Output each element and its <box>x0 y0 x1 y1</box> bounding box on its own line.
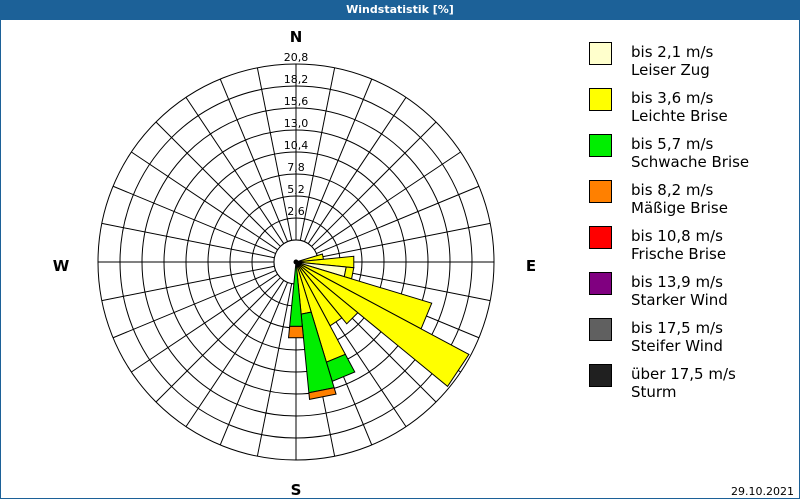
legend-item: bis 13,9 m/s Starker Wind <box>589 272 789 318</box>
legend-swatch <box>589 364 612 387</box>
wind-bar-segment <box>308 387 337 400</box>
legend-label: Leiser Zug <box>631 61 710 79</box>
legend-swatch <box>589 318 612 341</box>
legend: bis 2,1 m/s Leiser Zug bis 3,6 m/s Leichte… <box>589 42 789 410</box>
compass-w: W <box>53 257 70 275</box>
legend-swatch <box>589 180 612 203</box>
legend-range: bis 3,6 m/s <box>631 89 714 107</box>
legend-item: bis 8,2 m/s Mäßige Brise <box>589 180 789 226</box>
legend-swatch <box>589 272 612 295</box>
radial-tick-label: 18,2 <box>284 73 309 86</box>
legend-item: bis 2,1 m/s Leiser Zug <box>589 42 789 88</box>
radial-tick-label: 5,2 <box>287 183 305 196</box>
legend-swatch <box>589 42 612 65</box>
radial-tick-label: 13,0 <box>284 117 309 130</box>
legend-range: bis 17,5 m/s <box>631 319 723 337</box>
compass-e: E <box>526 257 536 275</box>
legend-item: bis 3,6 m/s Leichte Brise <box>589 88 789 134</box>
wind-bars <box>287 253 470 400</box>
legend-label: Steifer Wind <box>631 337 723 355</box>
legend-range: bis 13,9 m/s <box>631 273 723 291</box>
legend-item: bis 5,7 m/s Schwache Brise <box>589 134 789 180</box>
legend-label: Schwache Brise <box>631 153 750 171</box>
legend-label: Mäßige Brise <box>631 199 728 217</box>
legend-label: Sturm <box>631 383 677 401</box>
compass-n: N <box>290 28 303 46</box>
legend-item: bis 10,8 m/s Frische Brise <box>589 226 789 272</box>
legend-range: bis 5,7 m/s <box>631 135 714 153</box>
compass-s: S <box>291 481 302 499</box>
legend-swatch <box>589 134 612 157</box>
legend-swatch <box>589 88 612 111</box>
radial-tick-label: 15,6 <box>284 95 309 108</box>
wind-bar-segment <box>287 325 305 339</box>
wind-bar-segment <box>295 261 470 388</box>
legend-label: Frische Brise <box>631 245 727 263</box>
date-label: 29.10.2021 <box>731 485 794 498</box>
legend-range: über 17,5 m/s <box>631 365 736 383</box>
legend-range: bis 10,8 m/s <box>631 227 723 245</box>
chart-title: Windstatistik [%] <box>0 0 800 20</box>
radial-tick-label: 2,6 <box>287 205 305 218</box>
radial-tick-label: 7,8 <box>287 161 305 174</box>
radial-tick-labels: 2,6 5,2 7,8 10,4 13,0 15,6 18,2 20,8 <box>284 51 309 218</box>
legend-label: Leichte Brise <box>631 107 728 125</box>
legend-item: über 17,5 m/s Sturm <box>589 364 789 410</box>
radial-tick-label: 10,4 <box>284 139 309 152</box>
wind-rose: 2,6 5,2 7,8 10,4 13,0 15,6 18,2 20,8 N E S W <box>53 28 536 499</box>
legend-item: bis 17,5 m/s Steifer Wind <box>589 318 789 364</box>
legend-range: bis 8,2 m/s <box>631 181 714 199</box>
legend-range: bis 2,1 m/s <box>631 43 714 61</box>
legend-swatch <box>589 226 612 249</box>
radial-tick-label: 20,8 <box>284 51 309 64</box>
legend-label: Starker Wind <box>631 291 728 309</box>
